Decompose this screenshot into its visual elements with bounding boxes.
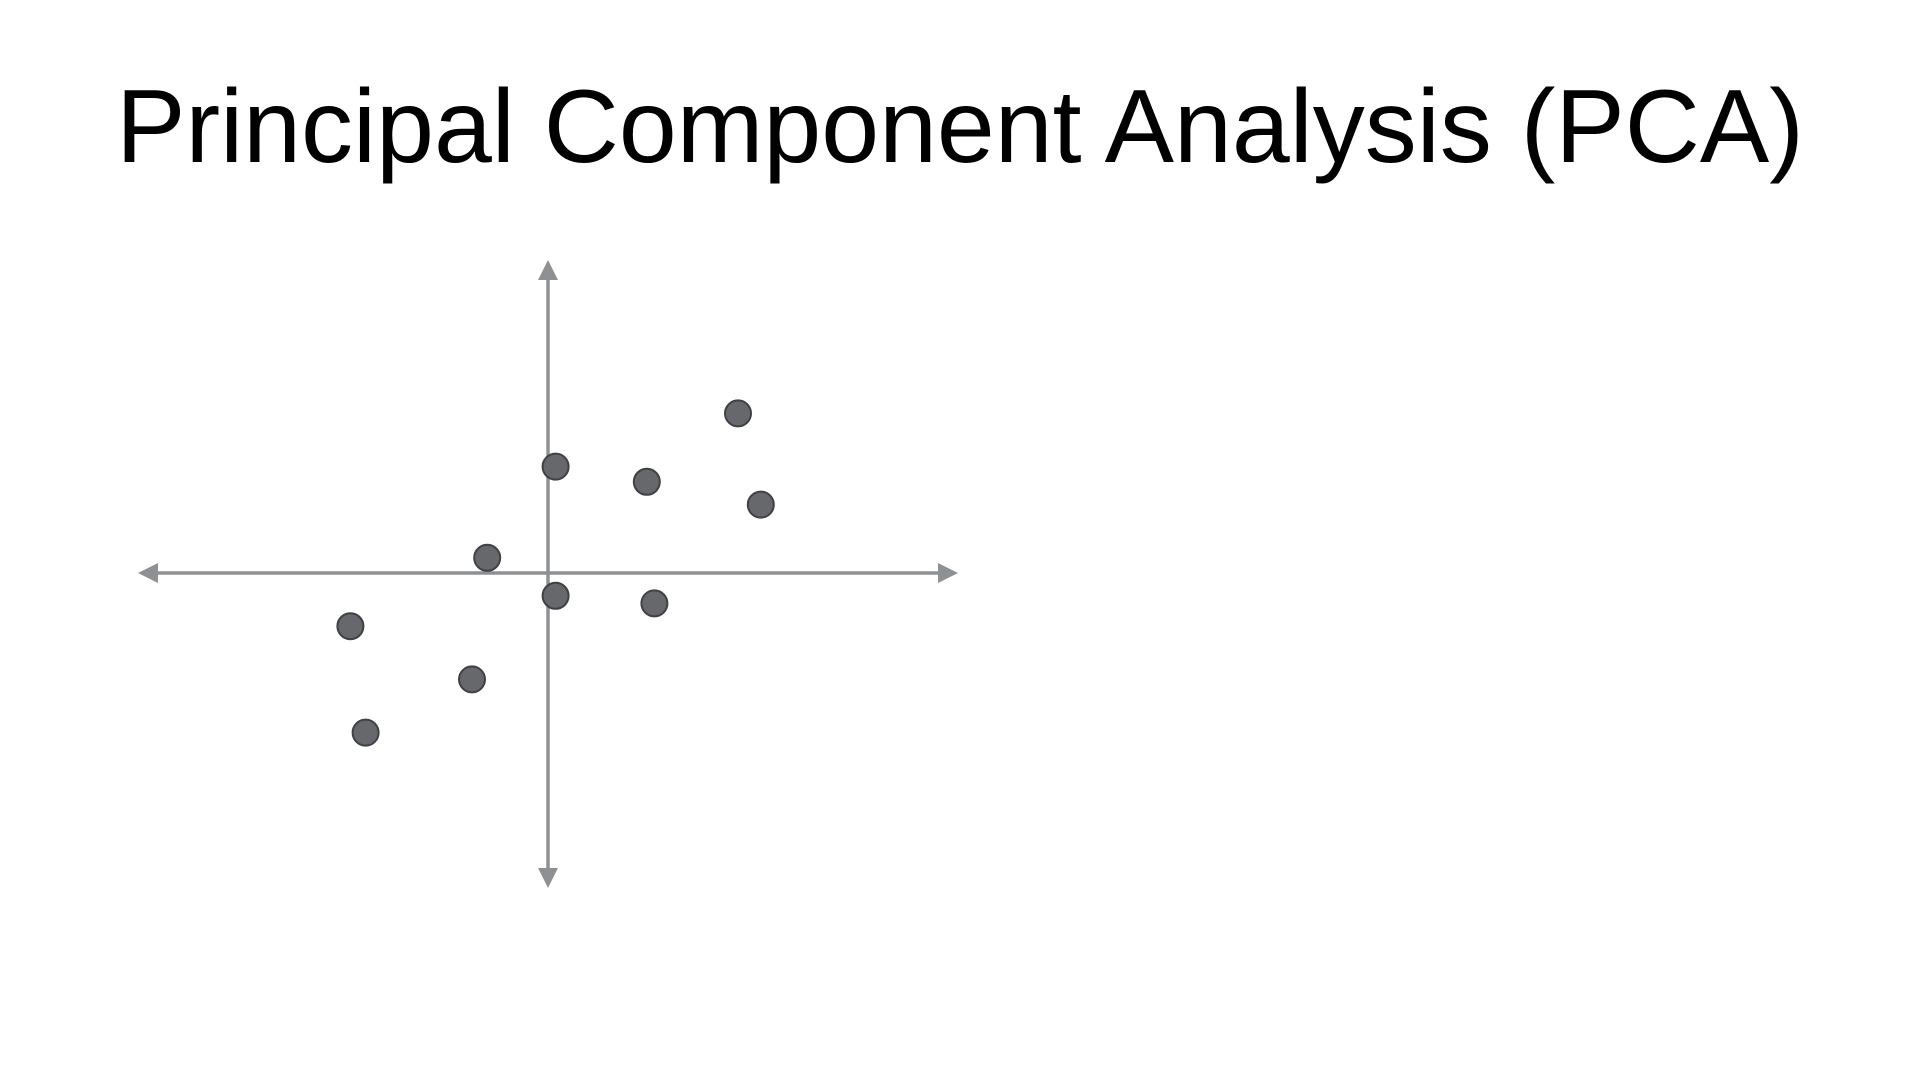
data-point: [351, 718, 380, 747]
data-point: [724, 399, 752, 428]
x-axis-right-arrow: [938, 563, 958, 583]
data-point: [458, 665, 486, 694]
data-point: [632, 467, 661, 496]
data-point: [541, 452, 570, 481]
y-axis-bottom-arrow: [538, 868, 558, 888]
axes: [138, 260, 958, 888]
x-axis-left-arrow: [138, 563, 158, 583]
y-axis-top-arrow: [538, 260, 558, 280]
slide-title: Principal Component Analysis (PCA): [116, 69, 1804, 185]
data-point: [336, 612, 365, 641]
data-point: [746, 490, 775, 519]
data-point: [541, 581, 570, 610]
data-point: [640, 589, 669, 618]
data-points: [336, 399, 775, 747]
data-point: [473, 543, 502, 572]
